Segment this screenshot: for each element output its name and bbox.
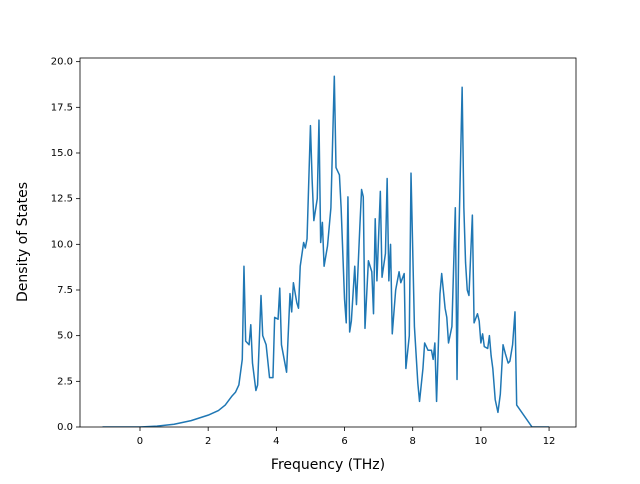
x-tick-label: 2	[205, 436, 211, 447]
y-tick-label: 17.5	[51, 102, 73, 113]
y-tick-label: 10.0	[51, 239, 73, 250]
y-tick-label: 5.0	[57, 331, 73, 342]
x-tick-label: 0	[137, 436, 143, 447]
x-axis-label: Frequency (THz)	[271, 457, 385, 473]
y-tick-label: 0.0	[57, 422, 73, 433]
y-tick-label: 7.5	[57, 285, 73, 296]
y-tick-label: 2.5	[57, 376, 73, 387]
y-tick-label: 12.5	[51, 194, 73, 205]
x-tick-label: 6	[341, 436, 347, 447]
y-tick-label: 15.0	[51, 148, 73, 159]
x-tick-label: 8	[410, 436, 416, 447]
plot-frame	[79, 57, 577, 428]
x-tick-label: 4	[273, 436, 279, 447]
x-tick-label: 12	[543, 436, 556, 447]
y-axis-label: Density of States	[15, 182, 31, 302]
data-line	[102, 75, 550, 427]
x-tick-label: 10	[475, 436, 488, 447]
y-tick-label: 20.0	[51, 57, 73, 68]
